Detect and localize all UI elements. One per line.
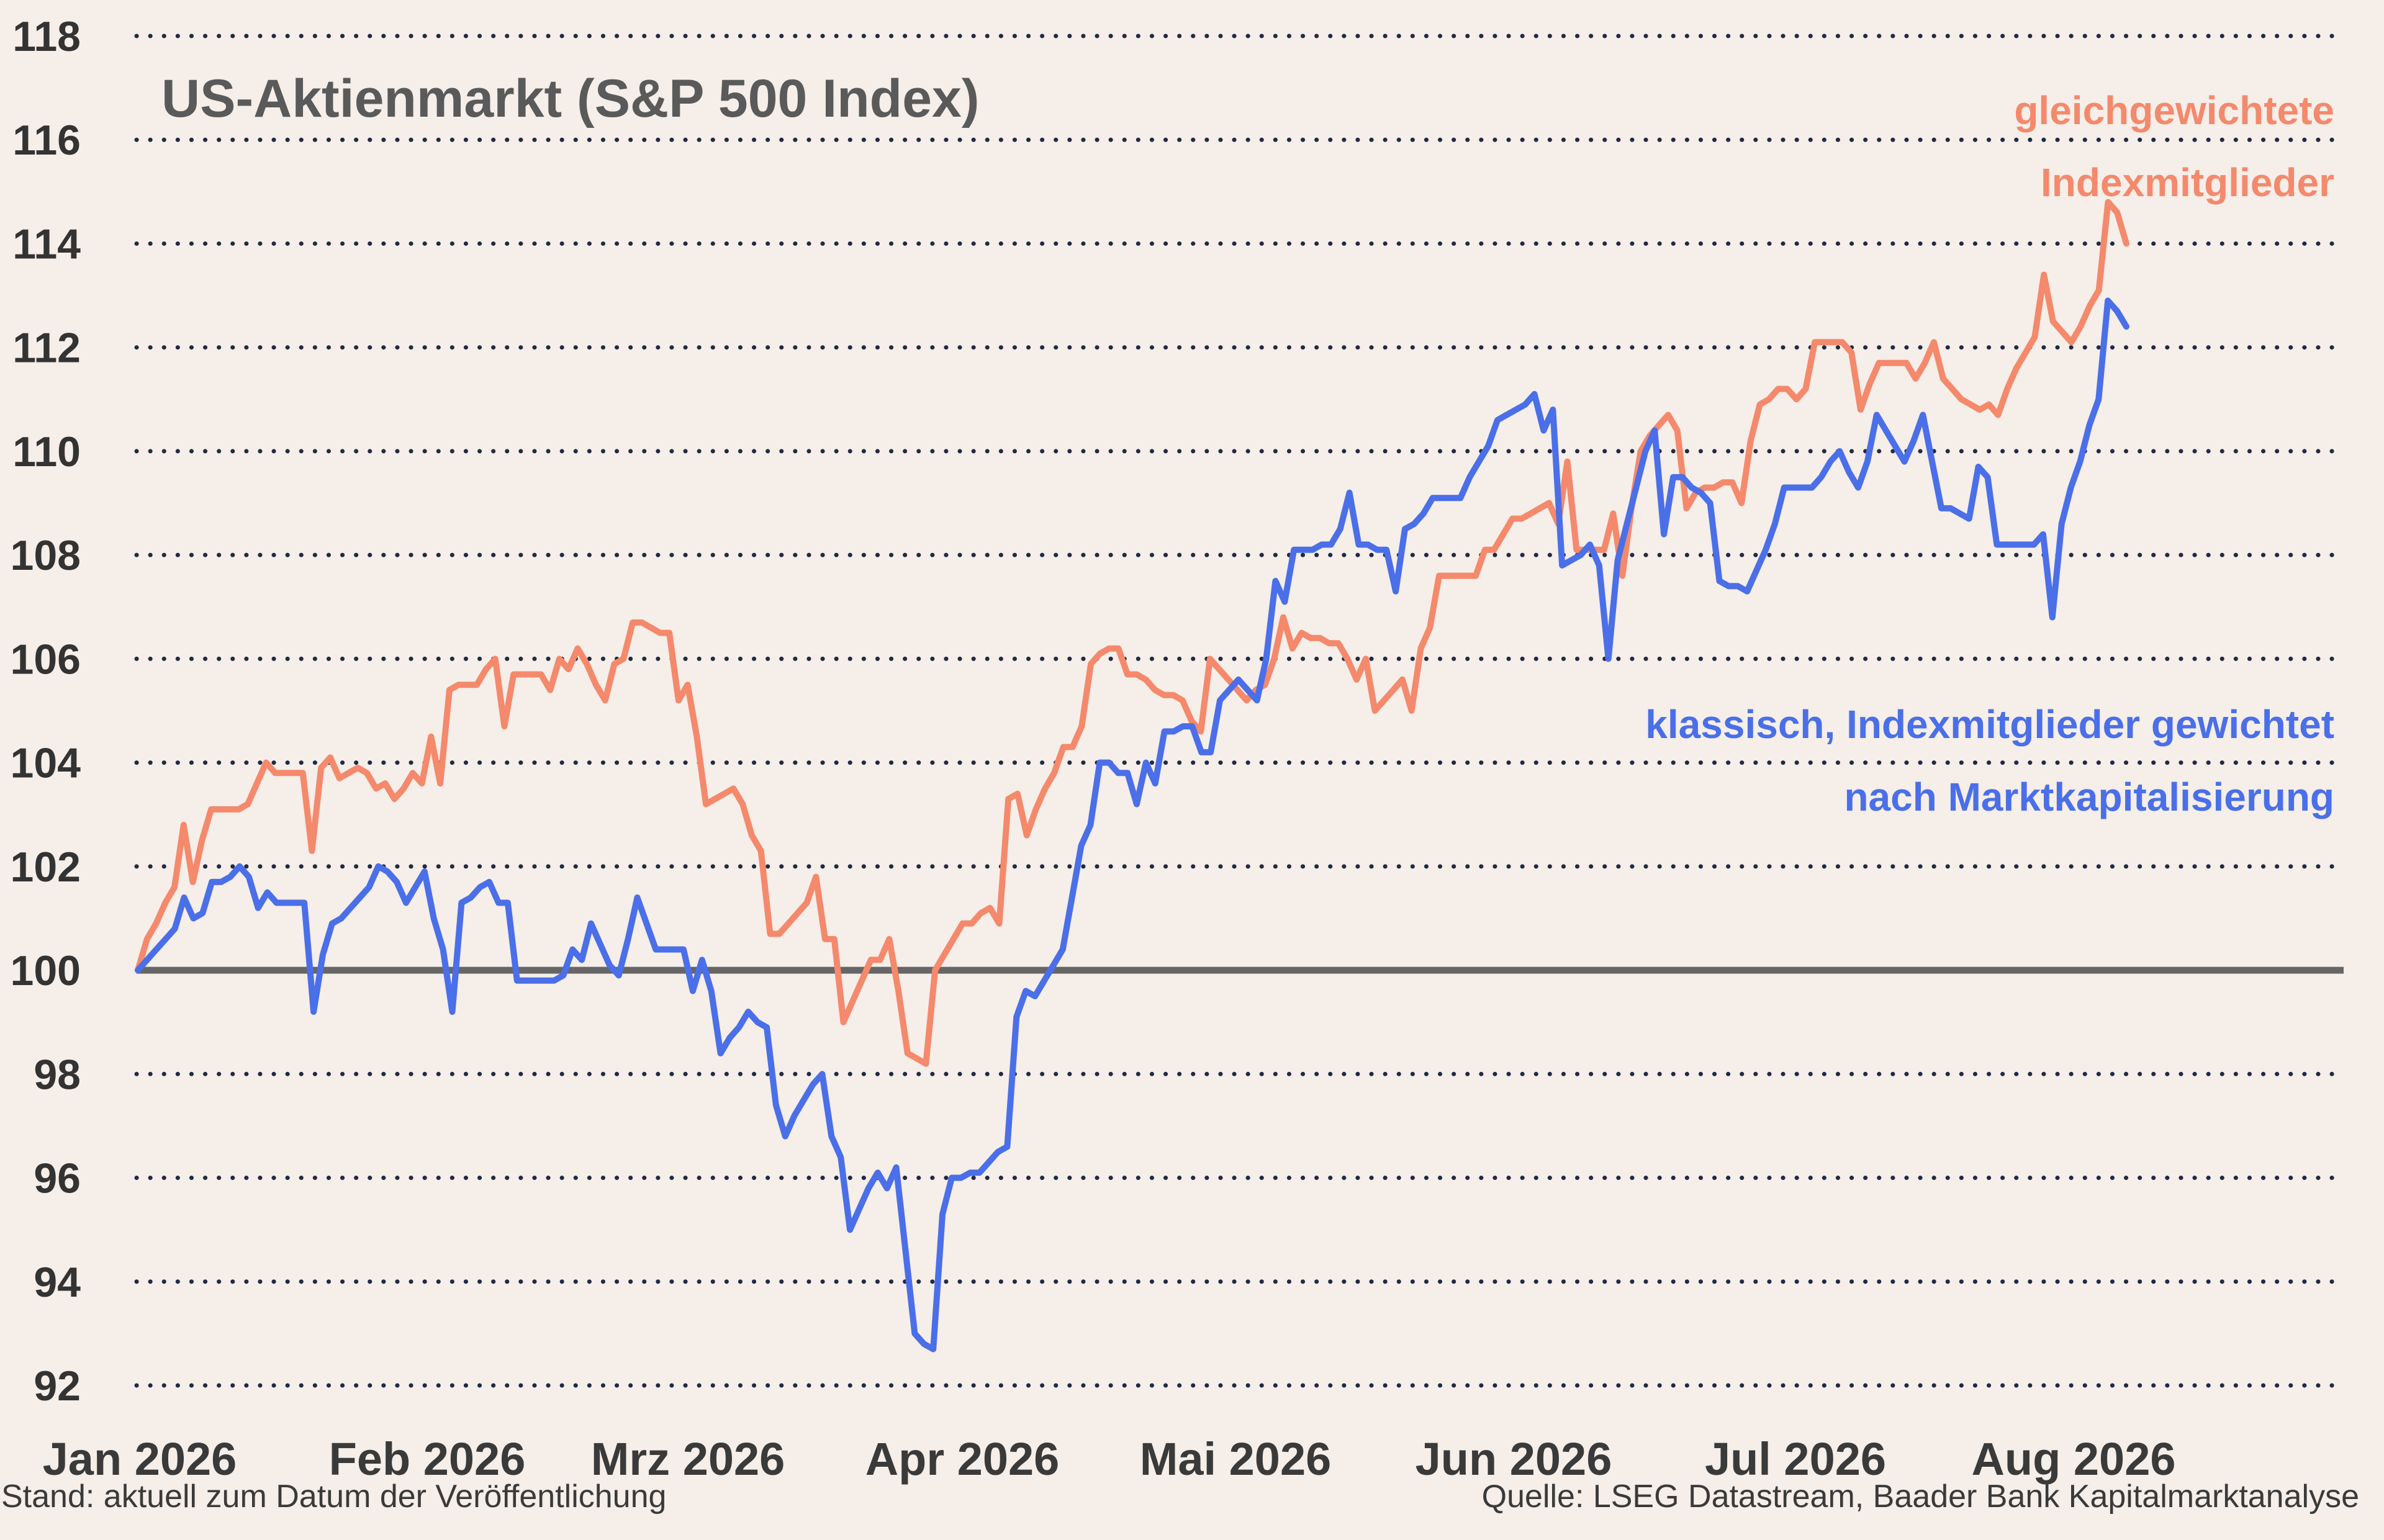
- footer-source: Quelle: LSEG Datastream, Baader Bank Kap…: [1482, 1479, 2359, 1515]
- y-tick-label: 118: [12, 13, 81, 60]
- y-tick-label: 96: [34, 1155, 81, 1202]
- y-tick-label: 114: [12, 220, 81, 268]
- y-tick-label: 116: [12, 117, 81, 164]
- y-tick-label: 92: [34, 1362, 81, 1410]
- y-tick-label: 110: [12, 428, 81, 475]
- series-label-equal-weight-line2: Indexmitglieder: [2041, 160, 2334, 205]
- x-tick-label: Apr 2026: [865, 1433, 1060, 1485]
- y-axis-ticks: 92 94 96 98 100 102 104 106 108 110 112 114 116 118: [11, 13, 81, 1410]
- x-tick-label: Jul 2026: [1705, 1433, 1886, 1485]
- x-tick-label: Jun 2026: [1416, 1433, 1612, 1485]
- series-label-equal-weight-line1: gleichgewichtete: [2014, 88, 2334, 133]
- y-tick-label: 106: [11, 636, 81, 683]
- y-tick-label: 94: [34, 1259, 81, 1306]
- x-axis-ticks: Jan 2026 Feb 2026 Mrz 2026 Apr 2026 Mai 2026…: [43, 1433, 2176, 1485]
- grid-lines: [134, 34, 2346, 1388]
- y-tick-label: 112: [12, 325, 81, 372]
- series-lines: [135, 199, 2129, 1353]
- y-tick-label: 98: [34, 1051, 81, 1098]
- series-label-cap-weight-line2: nach Marktkapitalisierung: [1844, 775, 2334, 819]
- x-tick-label: Mai 2026: [1140, 1433, 1332, 1485]
- x-tick-label: Mrz 2026: [591, 1433, 785, 1485]
- y-tick-label: 108: [11, 532, 81, 579]
- x-tick-label: Feb 2026: [329, 1433, 526, 1485]
- y-tick-label: 102: [11, 844, 81, 891]
- series-line-equal-weight: [135, 199, 2129, 1067]
- series-label-cap-weight-line1: klassisch, Indexmitglieder gewichtet: [1645, 702, 2334, 747]
- series-line-cap-weight: [135, 297, 2129, 1353]
- x-tick-label: Aug 2026: [1971, 1433, 2175, 1485]
- x-tick-label: Jan 2026: [43, 1433, 237, 1485]
- chart-title: US-Aktienmarkt (S&P 500 Index): [161, 69, 980, 128]
- y-tick-label: 104: [11, 740, 81, 787]
- y-tick-label: 100: [11, 947, 81, 994]
- footer-stand: Stand: aktuell zum Datum der Veröffentli…: [1, 1479, 666, 1515]
